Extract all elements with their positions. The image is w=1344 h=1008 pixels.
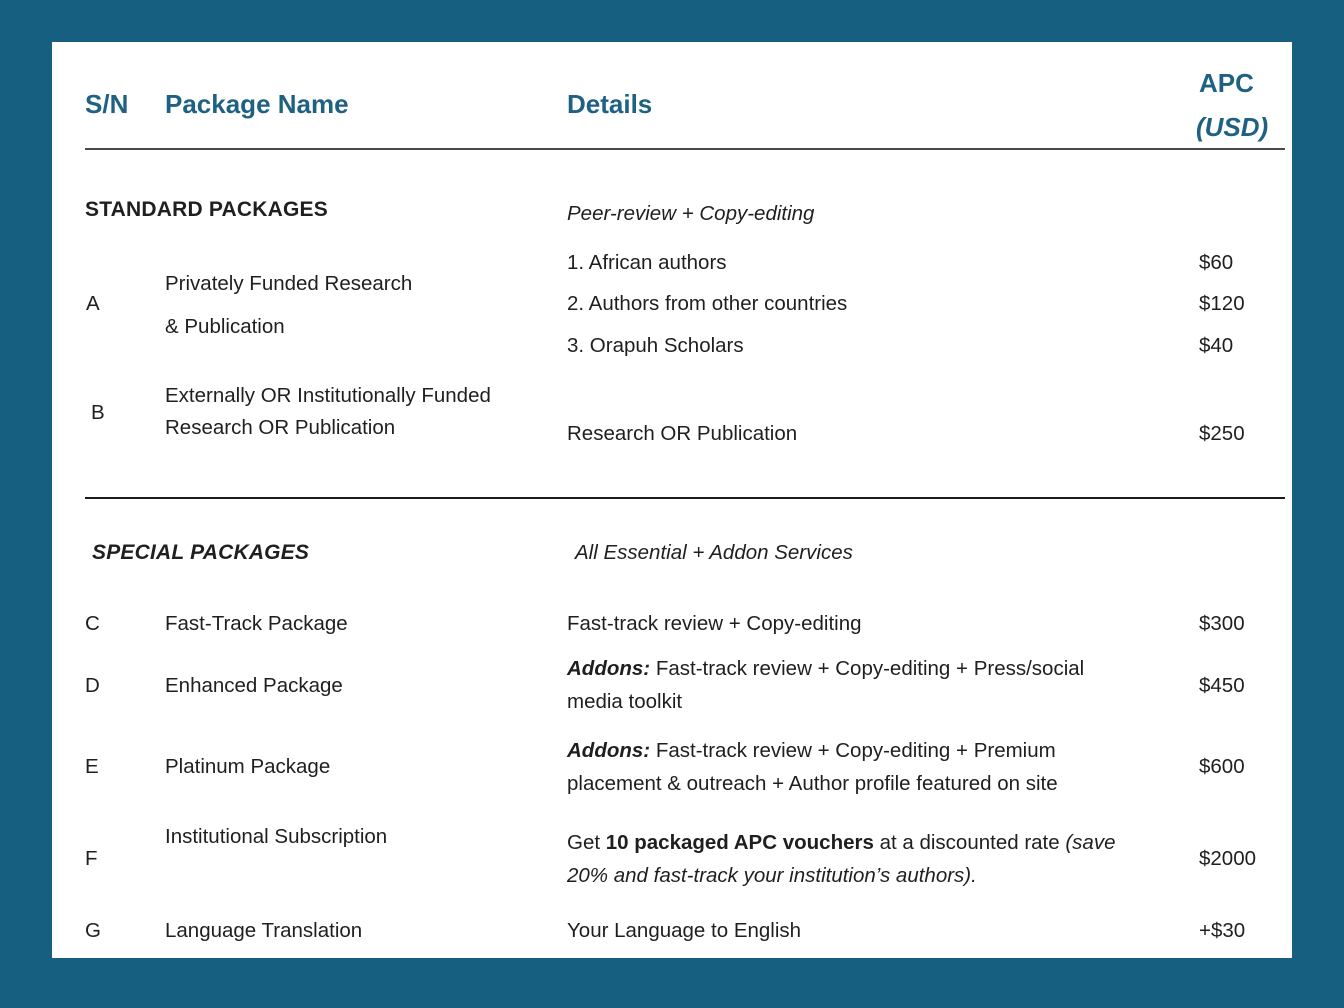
row-a-detail-1: 1. African authors [567, 251, 727, 274]
row-a-price-1: $60 [1199, 251, 1234, 274]
row-a-price-3: $40 [1199, 334, 1234, 357]
row-b-sn: B [91, 401, 105, 424]
row-e-detail-addons-label: Addons: [567, 739, 651, 762]
row-a-detail-3: 3. Orapuh Scholars [567, 334, 744, 357]
row-c-sn: C [85, 612, 100, 635]
row-d-detail-line1: Addons: Fast-track review + Copy-editing… [567, 655, 1084, 683]
row-f-sn: F [85, 847, 98, 870]
col-header-apc-unit: (USD) [1196, 112, 1269, 142]
header-divider-line [85, 148, 1285, 150]
section-title-special: SPECIAL PACKAGES [92, 541, 310, 564]
row-e-detail-rest: Fast-track review + Copy-editing + Premi… [650, 739, 1056, 762]
col-header-details: Details [567, 89, 653, 119]
row-a-sn: A [86, 292, 100, 315]
row-b-detail: Research OR Publication [567, 422, 798, 445]
row-e-detail-line2: placement & outreach + Author profile fe… [567, 772, 1058, 795]
row-f-detail-line1: Get 10 packaged APC vouchers at a discou… [567, 829, 1116, 857]
row-g-price: +$30 [1199, 919, 1246, 942]
row-d-sn: D [85, 674, 100, 697]
row-c-package: Fast-Track Package [165, 612, 348, 635]
section-divider-line [85, 497, 1285, 499]
row-d-package: Enhanced Package [165, 674, 343, 697]
row-b-package-line1: Externally OR Institutionally Funded [165, 384, 491, 407]
row-g-package: Language Translation [165, 919, 363, 942]
section-subtitle-standard: Peer-review + Copy-editing [567, 202, 815, 225]
row-d-price: $450 [1199, 674, 1245, 697]
row-f-detail-vouchers: 10 packaged APC vouchers [605, 831, 874, 854]
row-e-package: Platinum Package [165, 755, 331, 778]
row-e-detail-line1: Addons: Fast-track review + Copy-editing… [567, 737, 1056, 765]
row-e-price: $600 [1199, 755, 1245, 778]
row-a-detail-2: 2. Authors from other countries [567, 292, 848, 315]
section-subtitle-special: All Essential + Addon Services [575, 541, 853, 564]
row-a-price-2: $120 [1199, 292, 1245, 315]
row-c-price: $300 [1199, 612, 1245, 635]
row-b-package-line2: Research OR Publication [165, 416, 396, 439]
row-c-detail: Fast-track review + Copy-editing [567, 612, 862, 635]
row-f-detail-get: Get [567, 831, 606, 854]
pricing-table-panel: S/N Package Name Details APC (USD) STAND… [52, 42, 1292, 958]
row-f-package: Institutional Subscription [165, 825, 388, 848]
row-f-price: $2000 [1199, 847, 1257, 870]
row-e-sn: E [85, 755, 99, 778]
row-a-package-line1: Privately Funded Research [165, 272, 413, 295]
row-f-detail-rate: at a discounted rate [873, 831, 1066, 854]
row-a-package-line2: & Publication [165, 315, 285, 338]
row-d-detail-line2: media toolkit [567, 690, 683, 713]
section-title-standard: STANDARD PACKAGES [85, 198, 328, 221]
row-d-detail-rest: Fast-track review + Copy-editing + Press… [650, 657, 1085, 680]
row-f-detail-line2: 20% and fast-track your institution’s au… [567, 864, 977, 887]
col-header-apc: APC [1199, 68, 1254, 98]
row-d-detail-addons-label: Addons: [567, 657, 651, 680]
col-header-sn: S/N [85, 89, 129, 119]
row-f-detail-save-start: (save [1065, 831, 1116, 854]
row-g-sn: G [85, 919, 101, 942]
col-header-package-name: Package Name [165, 89, 349, 119]
row-b-price: $250 [1199, 422, 1245, 445]
row-g-detail: Your Language to English [567, 919, 802, 942]
